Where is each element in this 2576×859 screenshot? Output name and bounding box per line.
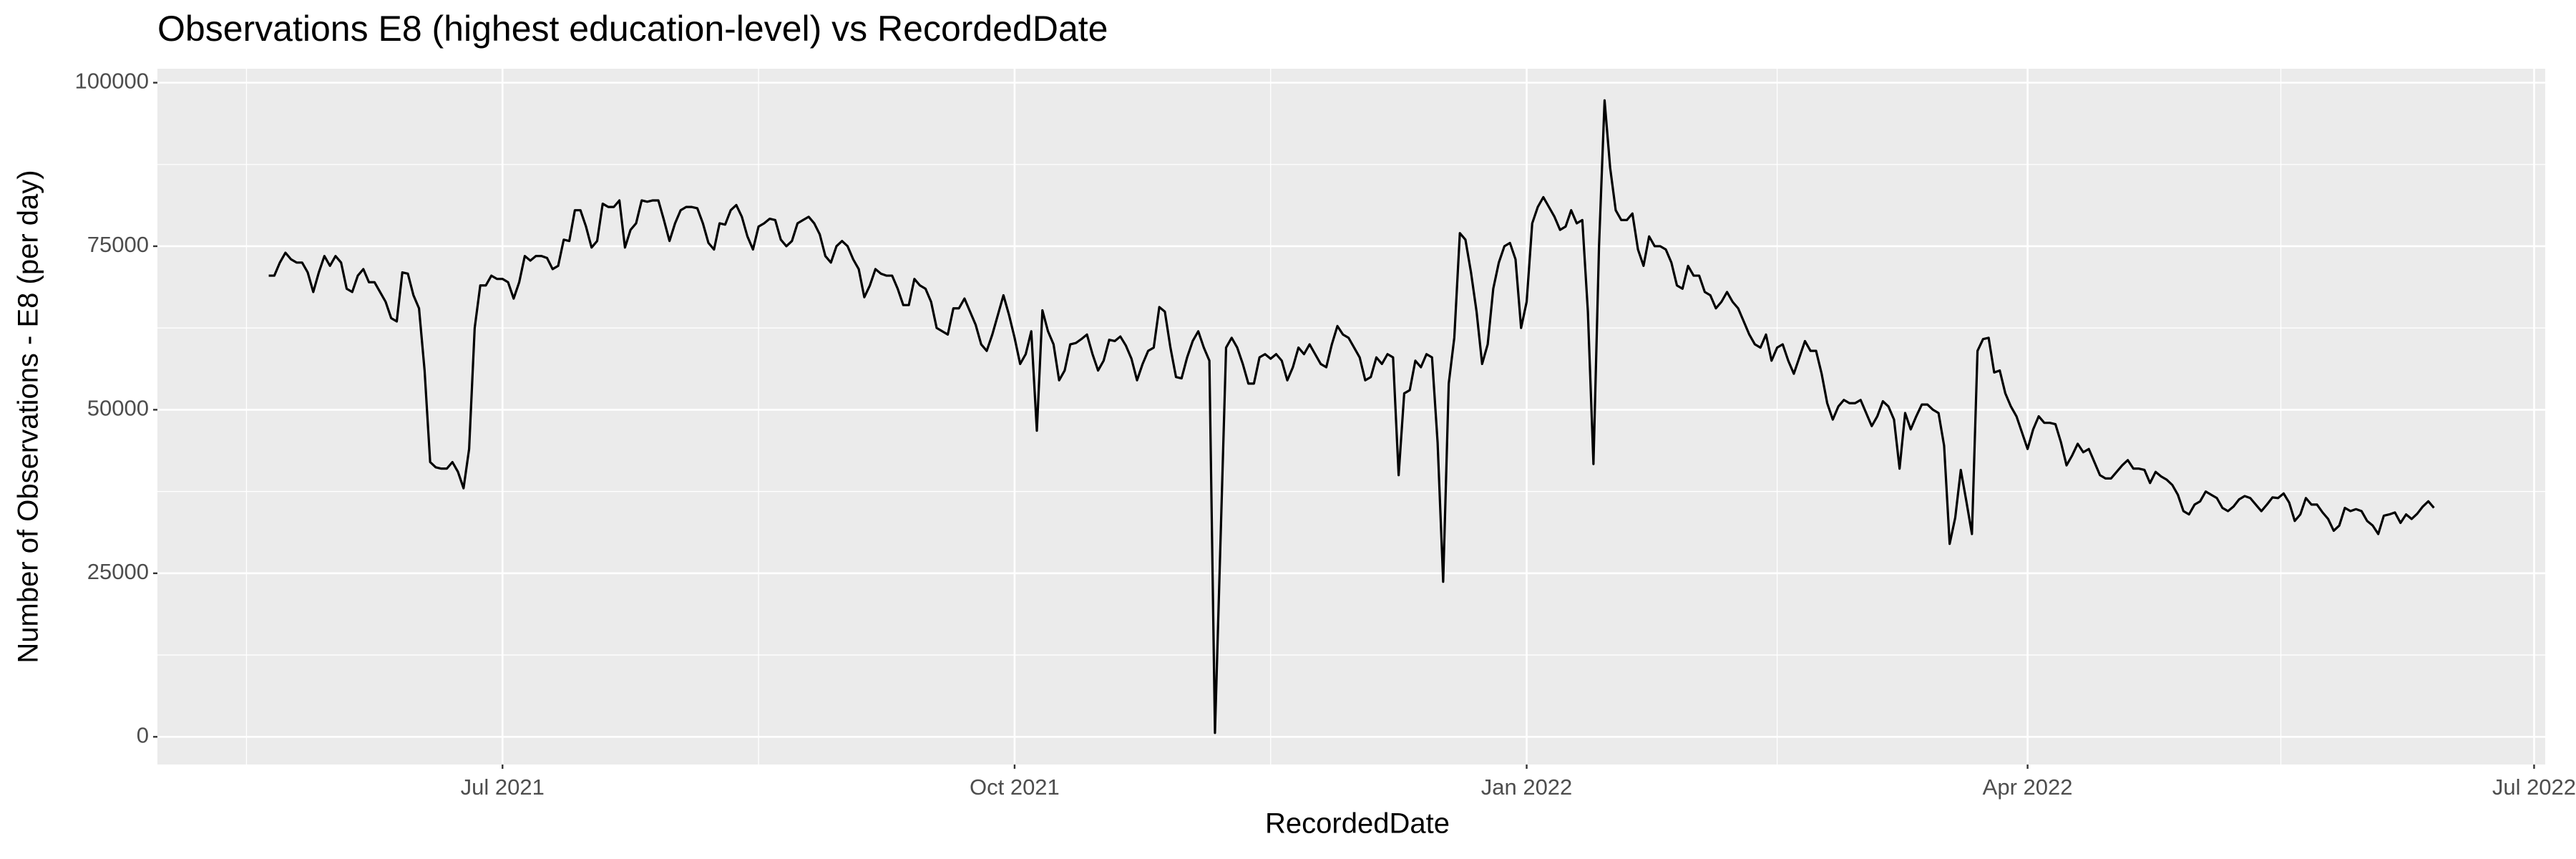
x-axis-title: RecordedDate	[1265, 808, 1450, 840]
y-tick-label: 100000	[75, 69, 149, 94]
x-tick-label: Jul 2022	[2492, 775, 2576, 800]
y-tick-label: 0	[137, 722, 149, 747]
y-tick-label: 50000	[87, 396, 149, 421]
y-tick-label: 75000	[87, 232, 149, 257]
grid	[157, 69, 2545, 765]
y-tick-label: 25000	[87, 559, 149, 584]
x-tick-label: Jul 2021	[461, 775, 545, 800]
plot-panel	[157, 69, 2545, 765]
data-line	[268, 99, 2435, 734]
x-tick-label: Apr 2022	[1983, 775, 2073, 800]
x-tick-label: Oct 2021	[970, 775, 1060, 800]
chart-title: Observations E8 (highest education-level…	[157, 9, 1108, 49]
marks	[268, 99, 2435, 734]
y-axis-title: Number of Observations - E8 (per day)	[13, 170, 44, 663]
x-tick-label: Jan 2022	[1481, 775, 1573, 800]
